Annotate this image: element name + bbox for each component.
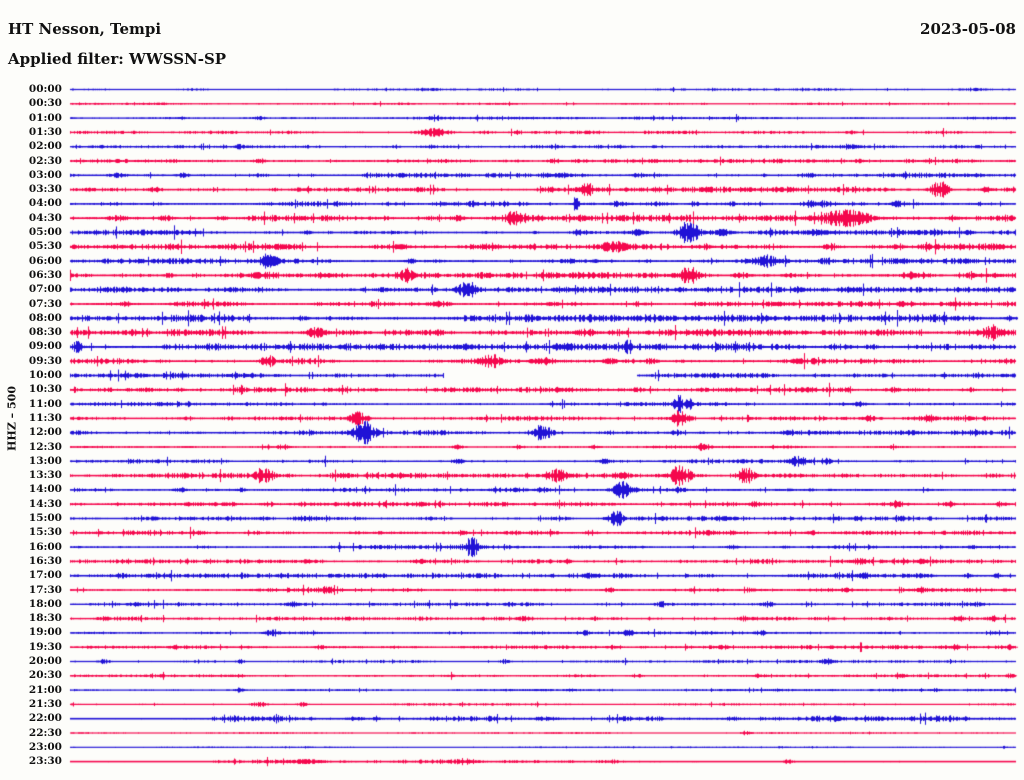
time-label: 20:30 [28,669,62,682]
time-label: 08:00 [28,311,62,324]
time-label: 07:30 [28,297,62,310]
time-label: 19:30 [28,640,62,653]
time-label: 12:00 [28,426,62,439]
time-label: 18:30 [28,612,62,625]
time-label: 17:00 [28,569,62,582]
time-label: 18:00 [28,597,62,610]
time-label: 17:30 [28,583,62,596]
time-label: 12:30 [28,440,62,453]
time-label: 10:30 [28,383,62,396]
header-date: 2023-05-08 [920,20,1016,38]
applied-filter-label: Applied filter: WWSSN-SP [8,50,227,68]
station-title: HT Nesson, Tempi [8,20,162,38]
time-label: 20:00 [28,655,62,667]
time-label: 11:30 [28,411,62,424]
time-label: 06:30 [28,268,62,281]
time-label: 00:00 [28,83,62,95]
time-label: 00:30 [28,97,62,110]
time-label: 21:30 [28,697,62,710]
time-label: 02:00 [28,140,62,153]
time-label: 23:30 [28,755,62,768]
time-label: 01:00 [28,111,62,124]
time-label: 14:30 [28,497,62,510]
time-label: 01:30 [28,125,62,138]
time-label: 09:30 [28,354,62,367]
time-label: 04:30 [28,211,62,224]
time-label: 22:00 [28,712,62,725]
time-label: 14:00 [28,483,62,496]
time-label: 02:30 [28,154,62,167]
time-label: 13:30 [28,469,62,482]
time-label: 05:00 [28,226,62,238]
time-label: 10:00 [28,369,62,381]
time-label: 13:00 [28,454,62,467]
time-label: 23:00 [28,740,62,753]
time-label: 22:30 [28,726,62,739]
time-label: 19:00 [28,626,62,639]
time-label: 09:00 [28,340,62,353]
time-label: 03:00 [28,168,62,181]
time-label: 16:30 [28,554,62,567]
time-label: 08:30 [28,326,62,339]
time-label: 03:30 [28,183,62,196]
time-label: 15:00 [28,512,62,524]
time-label: 05:30 [28,240,62,253]
time-label: 06:00 [28,254,62,267]
time-label: 16:00 [28,540,62,553]
time-label: 04:00 [28,197,62,210]
time-label: 15:30 [28,526,62,539]
time-label: 21:00 [28,683,62,696]
time-label: 11:00 [28,397,62,410]
time-label: 07:00 [28,283,62,296]
